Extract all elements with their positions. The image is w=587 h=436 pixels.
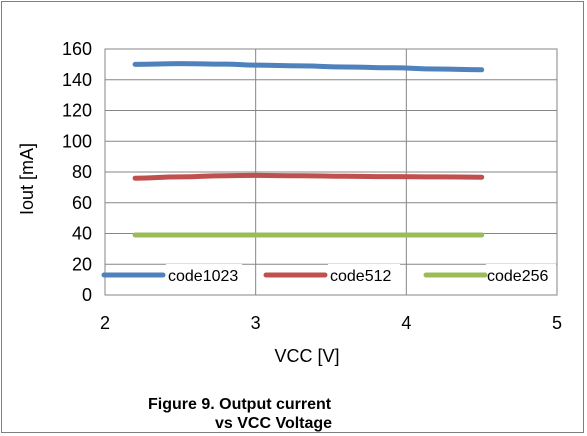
caption-line-1: Figure 9. Output current bbox=[148, 396, 332, 413]
legend-label-code1023: code1023 bbox=[168, 268, 238, 285]
x-tick-label: 3 bbox=[251, 313, 261, 333]
y-tick-label: 100 bbox=[62, 131, 92, 151]
legend-label-code256: code256 bbox=[487, 268, 548, 285]
y-tick-label: 140 bbox=[62, 70, 92, 90]
grid bbox=[104, 48, 558, 296]
series-lines bbox=[132, 61, 485, 238]
y-tick-label: 160 bbox=[62, 39, 92, 59]
y-tick-label: 40 bbox=[72, 224, 92, 244]
series-line-code512 bbox=[132, 172, 485, 181]
series-line-code1023 bbox=[132, 61, 485, 73]
y-tick-label: 60 bbox=[72, 193, 92, 213]
caption-line-2: vs VCC Voltage bbox=[215, 415, 332, 432]
y-tick-label: 80 bbox=[72, 162, 92, 182]
legend-label-bg bbox=[166, 264, 242, 286]
y-tick-label: 0 bbox=[82, 285, 92, 305]
x-tick-label: 4 bbox=[401, 313, 411, 333]
y-tick-label: 20 bbox=[72, 254, 92, 274]
x-tick-label: 2 bbox=[100, 313, 110, 333]
legend-label-bg bbox=[328, 264, 400, 286]
tick-labels: 0 20 40 60 80 100 120 140 160 2 3 4 5 bbox=[62, 39, 562, 333]
legend-label-code512: code512 bbox=[330, 268, 391, 285]
y-axis-title: Iout [mA] bbox=[17, 143, 37, 215]
x-axis-title: VCC [V] bbox=[274, 346, 339, 366]
x-tick-label: 5 bbox=[552, 313, 562, 333]
legend-label-bg bbox=[486, 264, 556, 286]
plot-area-border bbox=[104, 48, 558, 296]
legend: code1023 code512 code256 bbox=[101, 264, 556, 286]
y-tick-label: 120 bbox=[62, 101, 92, 121]
